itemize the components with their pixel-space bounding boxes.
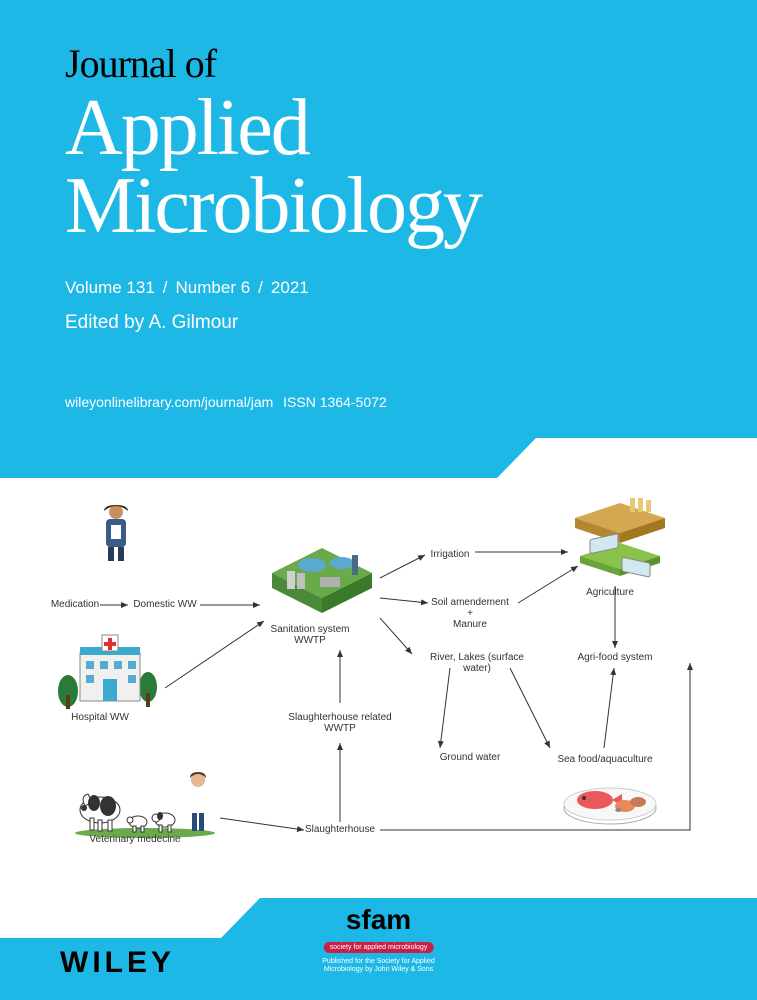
- label-domestic: Domestic WW: [105, 599, 225, 610]
- label-irrigation: Irrigation: [390, 549, 510, 560]
- vet-icon: [70, 768, 220, 843]
- wiley-logo: WILEY: [60, 946, 175, 980]
- pub-line-2: Microbiology by John Wiley & Sons: [322, 966, 434, 974]
- label-ground: Ground water: [410, 752, 530, 763]
- pub-line-1: Published for the Society for Applied: [322, 958, 434, 966]
- label-slaughter_wwtp: Slaughterhouse relatedWWTP: [280, 712, 400, 734]
- label-agri: Agriculture: [550, 587, 670, 598]
- title-line-1: Applied: [65, 89, 757, 167]
- label-soil: Soil amendement+Manure: [410, 597, 530, 630]
- sfam-publisher: Published for the Society for Applied Mi…: [322, 958, 434, 975]
- label-wwtp: Sanitation systemWWTP: [250, 624, 370, 646]
- number: Number 6: [176, 278, 251, 297]
- issn: ISSN 1364-5072: [283, 394, 387, 410]
- volume: Volume 131: [65, 278, 155, 297]
- wwtp-icon: [262, 533, 382, 623]
- person-icon: [100, 503, 132, 563]
- footer: WILEY sfam society for applied microbiol…: [0, 898, 757, 1000]
- title-line-2: Microbiology: [65, 167, 757, 245]
- year: 2021: [271, 278, 309, 297]
- sfam-logo: sfam: [322, 904, 434, 936]
- library-line: wileyonlinelibrary.com/journal/jam ISSN …: [65, 394, 757, 410]
- issue-meta: Volume 131/Number 6/2021: [65, 278, 757, 298]
- journal-prefix: Journal of: [65, 40, 757, 87]
- label-slaughter: Slaughterhouse: [280, 824, 400, 835]
- hospital-icon: [48, 633, 158, 713]
- sfam-block: sfam society for applied microbiology Pu…: [322, 904, 434, 975]
- label-vet: Veterinary medecine: [75, 834, 195, 845]
- sfam-tagline: society for applied microbiology: [324, 942, 434, 953]
- label-seafood: Sea food/aquaculture: [545, 754, 665, 765]
- flow-diagram: MedicationDomestic WWSanitation systemWW…: [0, 478, 757, 898]
- editor-line: Edited by A. Gilmour: [65, 312, 757, 334]
- journal-header: Journal of Applied Microbiology Volume 1…: [0, 0, 757, 478]
- label-agrifood: Agri-food system: [555, 652, 675, 663]
- library-url: wileyonlinelibrary.com/journal/jam: [65, 394, 273, 410]
- seafood-icon: [560, 768, 660, 828]
- agriculture-icon: [560, 498, 680, 583]
- label-river: River, Lakes (surface water): [417, 652, 537, 674]
- label-hospital: Hospital WW: [40, 712, 160, 723]
- journal-title: Applied Microbiology: [65, 89, 757, 246]
